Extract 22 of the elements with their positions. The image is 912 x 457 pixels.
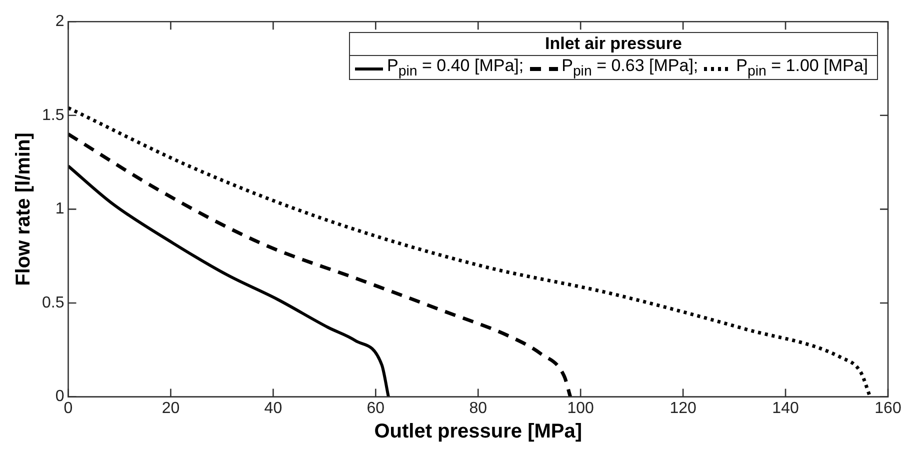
x-axis-title: Outlet pressure [MPa] — [374, 420, 582, 443]
x-tick-label: 60 — [366, 400, 385, 417]
x-tick-label: 100 — [567, 400, 594, 417]
x-tick-label: 160 — [874, 400, 902, 417]
x-tick-label: 40 — [264, 400, 282, 417]
y-tick-label: 0 — [55, 388, 64, 406]
legend-title: Inlet air pressure — [350, 33, 877, 56]
y-axis-title: Flow rate [l/min] — [12, 132, 35, 286]
y-tick-label: 1.5 — [42, 106, 64, 124]
x-tick-label: 140 — [772, 400, 799, 417]
line-series — [68, 132, 572, 397]
legend-label: P$_{pin}$ = 0.63 [MPa]; — [562, 56, 698, 80]
legend-label: P$_{pin}$ = 1.00 [MPa] — [736, 56, 868, 80]
line-series — [68, 106, 872, 397]
y-tick-label: 1 — [55, 200, 64, 218]
y-tick-label: 2 — [55, 13, 64, 30]
legend-label: P$_{pin}$ = 0.40 [MPa]; — [387, 56, 524, 80]
x-tick-label: 20 — [162, 400, 180, 417]
y-tick-label: 0.5 — [42, 294, 64, 312]
x-tick-label: 120 — [670, 400, 697, 417]
line-series — [68, 164, 390, 397]
x-tick-label: 80 — [469, 400, 488, 417]
